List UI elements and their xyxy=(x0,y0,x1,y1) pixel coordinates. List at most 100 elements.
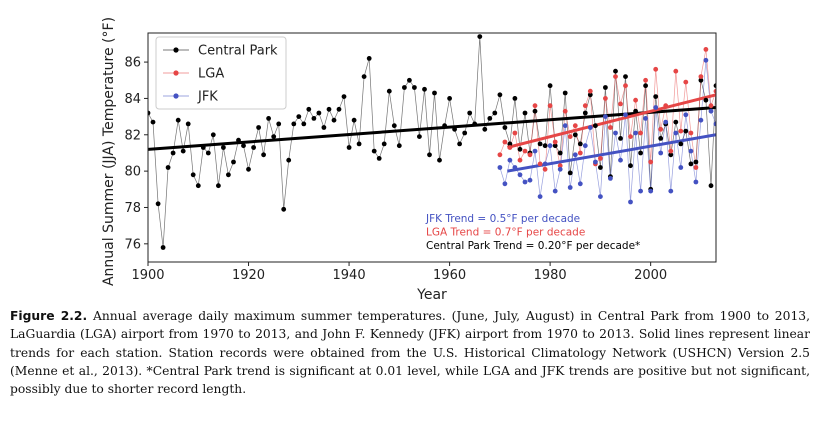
central-park-point xyxy=(567,170,573,176)
central-park-point xyxy=(492,110,498,116)
central-park-point xyxy=(185,121,191,127)
central-park-point xyxy=(175,117,181,123)
central-park-point xyxy=(658,136,664,141)
trend-annotation: Central Park Trend = 0.20°F per decade* xyxy=(426,240,640,252)
central-park-point xyxy=(266,116,271,121)
jfk-point xyxy=(527,177,533,183)
central-park-point xyxy=(467,110,473,116)
lga-point xyxy=(653,66,659,72)
lga-point xyxy=(567,134,573,140)
lga-point xyxy=(582,103,588,109)
legend-box xyxy=(155,36,287,110)
central-park-point xyxy=(572,132,578,138)
y-tick-label: 84 xyxy=(124,92,141,107)
central-park-point xyxy=(221,145,226,150)
lga-point xyxy=(608,125,613,130)
x-tick-label: 1960 xyxy=(433,268,466,283)
jfk-point xyxy=(572,152,578,158)
jfk-point xyxy=(567,185,573,190)
central-park-point xyxy=(291,121,297,127)
lga-point xyxy=(668,148,674,154)
jfk-point xyxy=(628,199,633,205)
y-axis-title: Annual Summer (JJA) Temperature (°F) xyxy=(101,17,117,286)
lga-point xyxy=(613,74,618,79)
central-park-point xyxy=(437,157,442,163)
jfk-point xyxy=(552,188,558,194)
legend-jfk-label: JFK xyxy=(197,90,218,105)
jfk-point xyxy=(673,130,679,136)
central-park-point xyxy=(326,106,332,112)
central-park-point xyxy=(391,123,397,129)
central-park-point xyxy=(587,92,593,98)
central-park-point xyxy=(150,119,156,125)
central-park-point xyxy=(462,130,468,136)
jfk-point xyxy=(547,143,553,149)
central-park-point xyxy=(205,150,211,156)
jfk-point xyxy=(587,125,593,130)
jfk-point xyxy=(658,150,664,156)
lga-point xyxy=(512,130,518,136)
central-park-point xyxy=(331,117,337,123)
central-park-point xyxy=(170,150,176,156)
central-park-point xyxy=(683,128,689,134)
central-park-point xyxy=(281,206,287,212)
central-park-point xyxy=(512,96,518,101)
central-park-point xyxy=(200,145,206,150)
lga-point xyxy=(663,103,669,109)
jfk-point xyxy=(507,157,513,163)
jfk-point xyxy=(598,194,603,200)
central-park-point xyxy=(417,134,422,140)
jfk-point xyxy=(542,161,548,167)
central-park-point xyxy=(251,145,256,150)
central-park-point xyxy=(542,143,548,149)
jfk-point xyxy=(593,159,598,165)
lga-point xyxy=(502,139,508,145)
lga-trend-line xyxy=(507,93,716,149)
axes: 1900 1920 1940 1960 1980 2000 76 78 80 82 84 86 Year… xyxy=(101,17,717,303)
central-park-point xyxy=(366,56,372,61)
lga-series-line xyxy=(499,49,716,171)
lga-point xyxy=(598,156,603,161)
central-park-point xyxy=(668,152,674,158)
lga-point xyxy=(522,148,528,154)
jfk-point xyxy=(557,166,563,172)
lga-point xyxy=(552,139,558,145)
central-park-point xyxy=(246,166,251,172)
central-park-point xyxy=(148,110,151,116)
lga-point xyxy=(507,145,513,150)
lga-point xyxy=(527,152,533,158)
x-tick-label: 2000 xyxy=(634,268,667,283)
jfk-point xyxy=(623,112,628,118)
central-park-point xyxy=(371,148,377,154)
central-park-point xyxy=(341,94,347,99)
central-park-point xyxy=(708,183,714,189)
central-park-point xyxy=(497,92,503,98)
jfk-point xyxy=(603,114,608,119)
figure-label: Figure 2.2. xyxy=(10,309,88,323)
central-park-point xyxy=(296,114,302,119)
central-park-point xyxy=(477,34,483,39)
central-park-point xyxy=(442,123,447,129)
central-park-point xyxy=(537,141,543,147)
x-axis-title: Year xyxy=(416,287,447,303)
central-park-point xyxy=(351,117,357,123)
legend-lga-marker xyxy=(173,70,179,76)
central-park-point xyxy=(507,141,513,147)
jfk-point xyxy=(537,194,543,200)
jfk-point xyxy=(633,130,638,136)
central-park-point xyxy=(381,141,387,147)
central-park-point xyxy=(482,126,488,132)
central-park-point xyxy=(336,106,342,112)
legend-lga-label: LGA xyxy=(198,67,224,82)
legend-central-park-marker xyxy=(173,47,179,53)
jfk-point xyxy=(582,143,588,149)
lga-point xyxy=(618,101,623,107)
y-tick-label: 78 xyxy=(124,201,141,216)
jfk-point xyxy=(618,157,623,163)
lga-point xyxy=(623,83,628,89)
temperature-chart: 1900 1920 1940 1960 1980 2000 76 78 80 82 84 86 Year… xyxy=(101,17,717,303)
central-park-point xyxy=(276,121,282,127)
central-park-point xyxy=(236,137,241,143)
central-park-point xyxy=(407,77,412,83)
central-park-point xyxy=(673,119,679,125)
